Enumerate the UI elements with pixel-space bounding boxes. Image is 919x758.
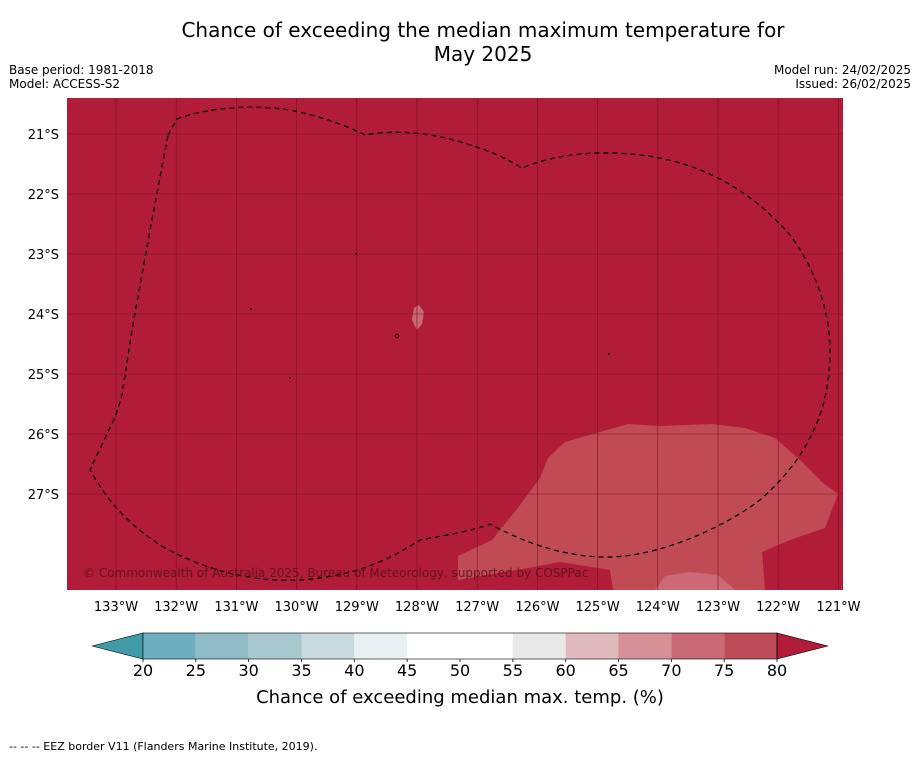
colorbar-label: Chance of exceeding median max. temp. (%… — [256, 687, 664, 708]
colorbar-segment — [195, 633, 249, 659]
longitude-label: 130°W — [275, 600, 319, 615]
eez-border — [89, 106, 831, 582]
meta-right: Model run: 24/02/2025 Issued: 26/02/2025 — [774, 63, 911, 91]
longitude-label: 122°W — [756, 600, 800, 615]
model-run: Model run: 24/02/2025 — [773, 63, 911, 77]
probability-patch-60-65 — [655, 572, 735, 590]
map-title: Chance of exceeding the median maximum t… — [150, 18, 816, 66]
colorbar-segment — [143, 633, 196, 659]
title-line-1: Chance of exceeding the median maximum t… — [181, 18, 785, 42]
longitude-label: 125°W — [576, 600, 620, 615]
gridlines — [67, 98, 843, 590]
longitude-labels: 133°W 132°W 131°W 130°W 129°W 128°W 127°W 126°W… — [94, 600, 861, 615]
colorbar-segment — [724, 633, 777, 659]
latitude-label: 23°S — [28, 248, 59, 263]
colorbar: 20 25 30 35 40 45 50 55 60 65 70 75 80 — [91, 632, 829, 680]
island-marker — [250, 308, 252, 310]
island-marker — [289, 377, 291, 379]
latitude-label: 24°S — [28, 308, 59, 323]
meta-left: Base period: 1981-2018 Model: ACCESS-S2 — [9, 63, 154, 91]
title-line-2: May 2025 — [433, 42, 533, 66]
colorbar-tick-label: 70 — [661, 661, 681, 680]
colorbar-tick-label: 40 — [344, 661, 364, 680]
probability-patch-65-70 — [458, 424, 838, 590]
model-name: Model: ACCESS-S2 — [9, 77, 121, 91]
colorbar-segment — [618, 633, 672, 659]
colorbar-segment — [460, 633, 513, 659]
colorbar-tick-label: 25 — [186, 661, 206, 680]
latitude-labels: 21°S 22°S 23°S 24°S 25°S 26°S 27°S — [28, 128, 59, 503]
island-marker — [608, 353, 610, 355]
longitude-label: 124°W — [636, 600, 680, 615]
colorbar-segment — [354, 633, 408, 659]
colorbar-segment — [301, 633, 355, 659]
colorbar-tick-label: 75 — [714, 661, 734, 680]
island-marker — [394, 333, 400, 339]
latitude-label: 22°S — [28, 188, 59, 203]
colorbar-under-arrow — [91, 632, 144, 660]
colorbar-tick-label: 65 — [608, 661, 628, 680]
colorbar-segment — [248, 633, 302, 659]
latitude-label: 25°S — [28, 368, 59, 383]
colorbar-over-arrow — [776, 632, 829, 660]
colorbar-tick-label: 20 — [133, 661, 153, 680]
base-period: Base period: 1981-2018 — [9, 63, 154, 77]
longitude-label: 129°W — [335, 600, 379, 615]
colorbar-tick-label: 60 — [555, 661, 575, 680]
latitude-label: 21°S — [28, 128, 59, 143]
colorbar-segment — [512, 633, 566, 659]
colorbar-tick-label: 80 — [767, 661, 787, 680]
longitude-label: 131°W — [214, 600, 258, 615]
longitude-label: 126°W — [515, 600, 559, 615]
probability-patch-small — [412, 305, 424, 330]
island-marker — [355, 253, 357, 255]
eez-legend-note: -- -- -- EEZ border V11 (Flanders Marine… — [9, 740, 318, 753]
issued-date: Issued: 26/02/2025 — [795, 77, 911, 91]
colorbar-tick-label: 55 — [503, 661, 523, 680]
longitude-label: 128°W — [395, 600, 439, 615]
colorbar-tick-label: 50 — [450, 661, 470, 680]
longitude-label: 133°W — [94, 600, 138, 615]
copyright-notice: © Commonwealth of Australia 2025, Bureau… — [83, 566, 588, 580]
longitude-label: 132°W — [154, 600, 198, 615]
latitude-label: 26°S — [28, 428, 59, 443]
longitude-label: 123°W — [696, 600, 740, 615]
colorbar-tick-label: 30 — [238, 661, 258, 680]
longitude-label: 121°W — [816, 600, 860, 615]
colorbar-tick-label: 35 — [291, 661, 311, 680]
map-panel: © Commonwealth of Australia 2025, Bureau… — [67, 98, 843, 590]
colorbar-segment — [565, 633, 619, 659]
colorbar-segment — [407, 633, 460, 659]
colorbar-segment — [671, 633, 725, 659]
latitude-label: 27°S — [28, 488, 59, 503]
longitude-label: 127°W — [455, 600, 499, 615]
colorbar-tick-label: 45 — [397, 661, 417, 680]
